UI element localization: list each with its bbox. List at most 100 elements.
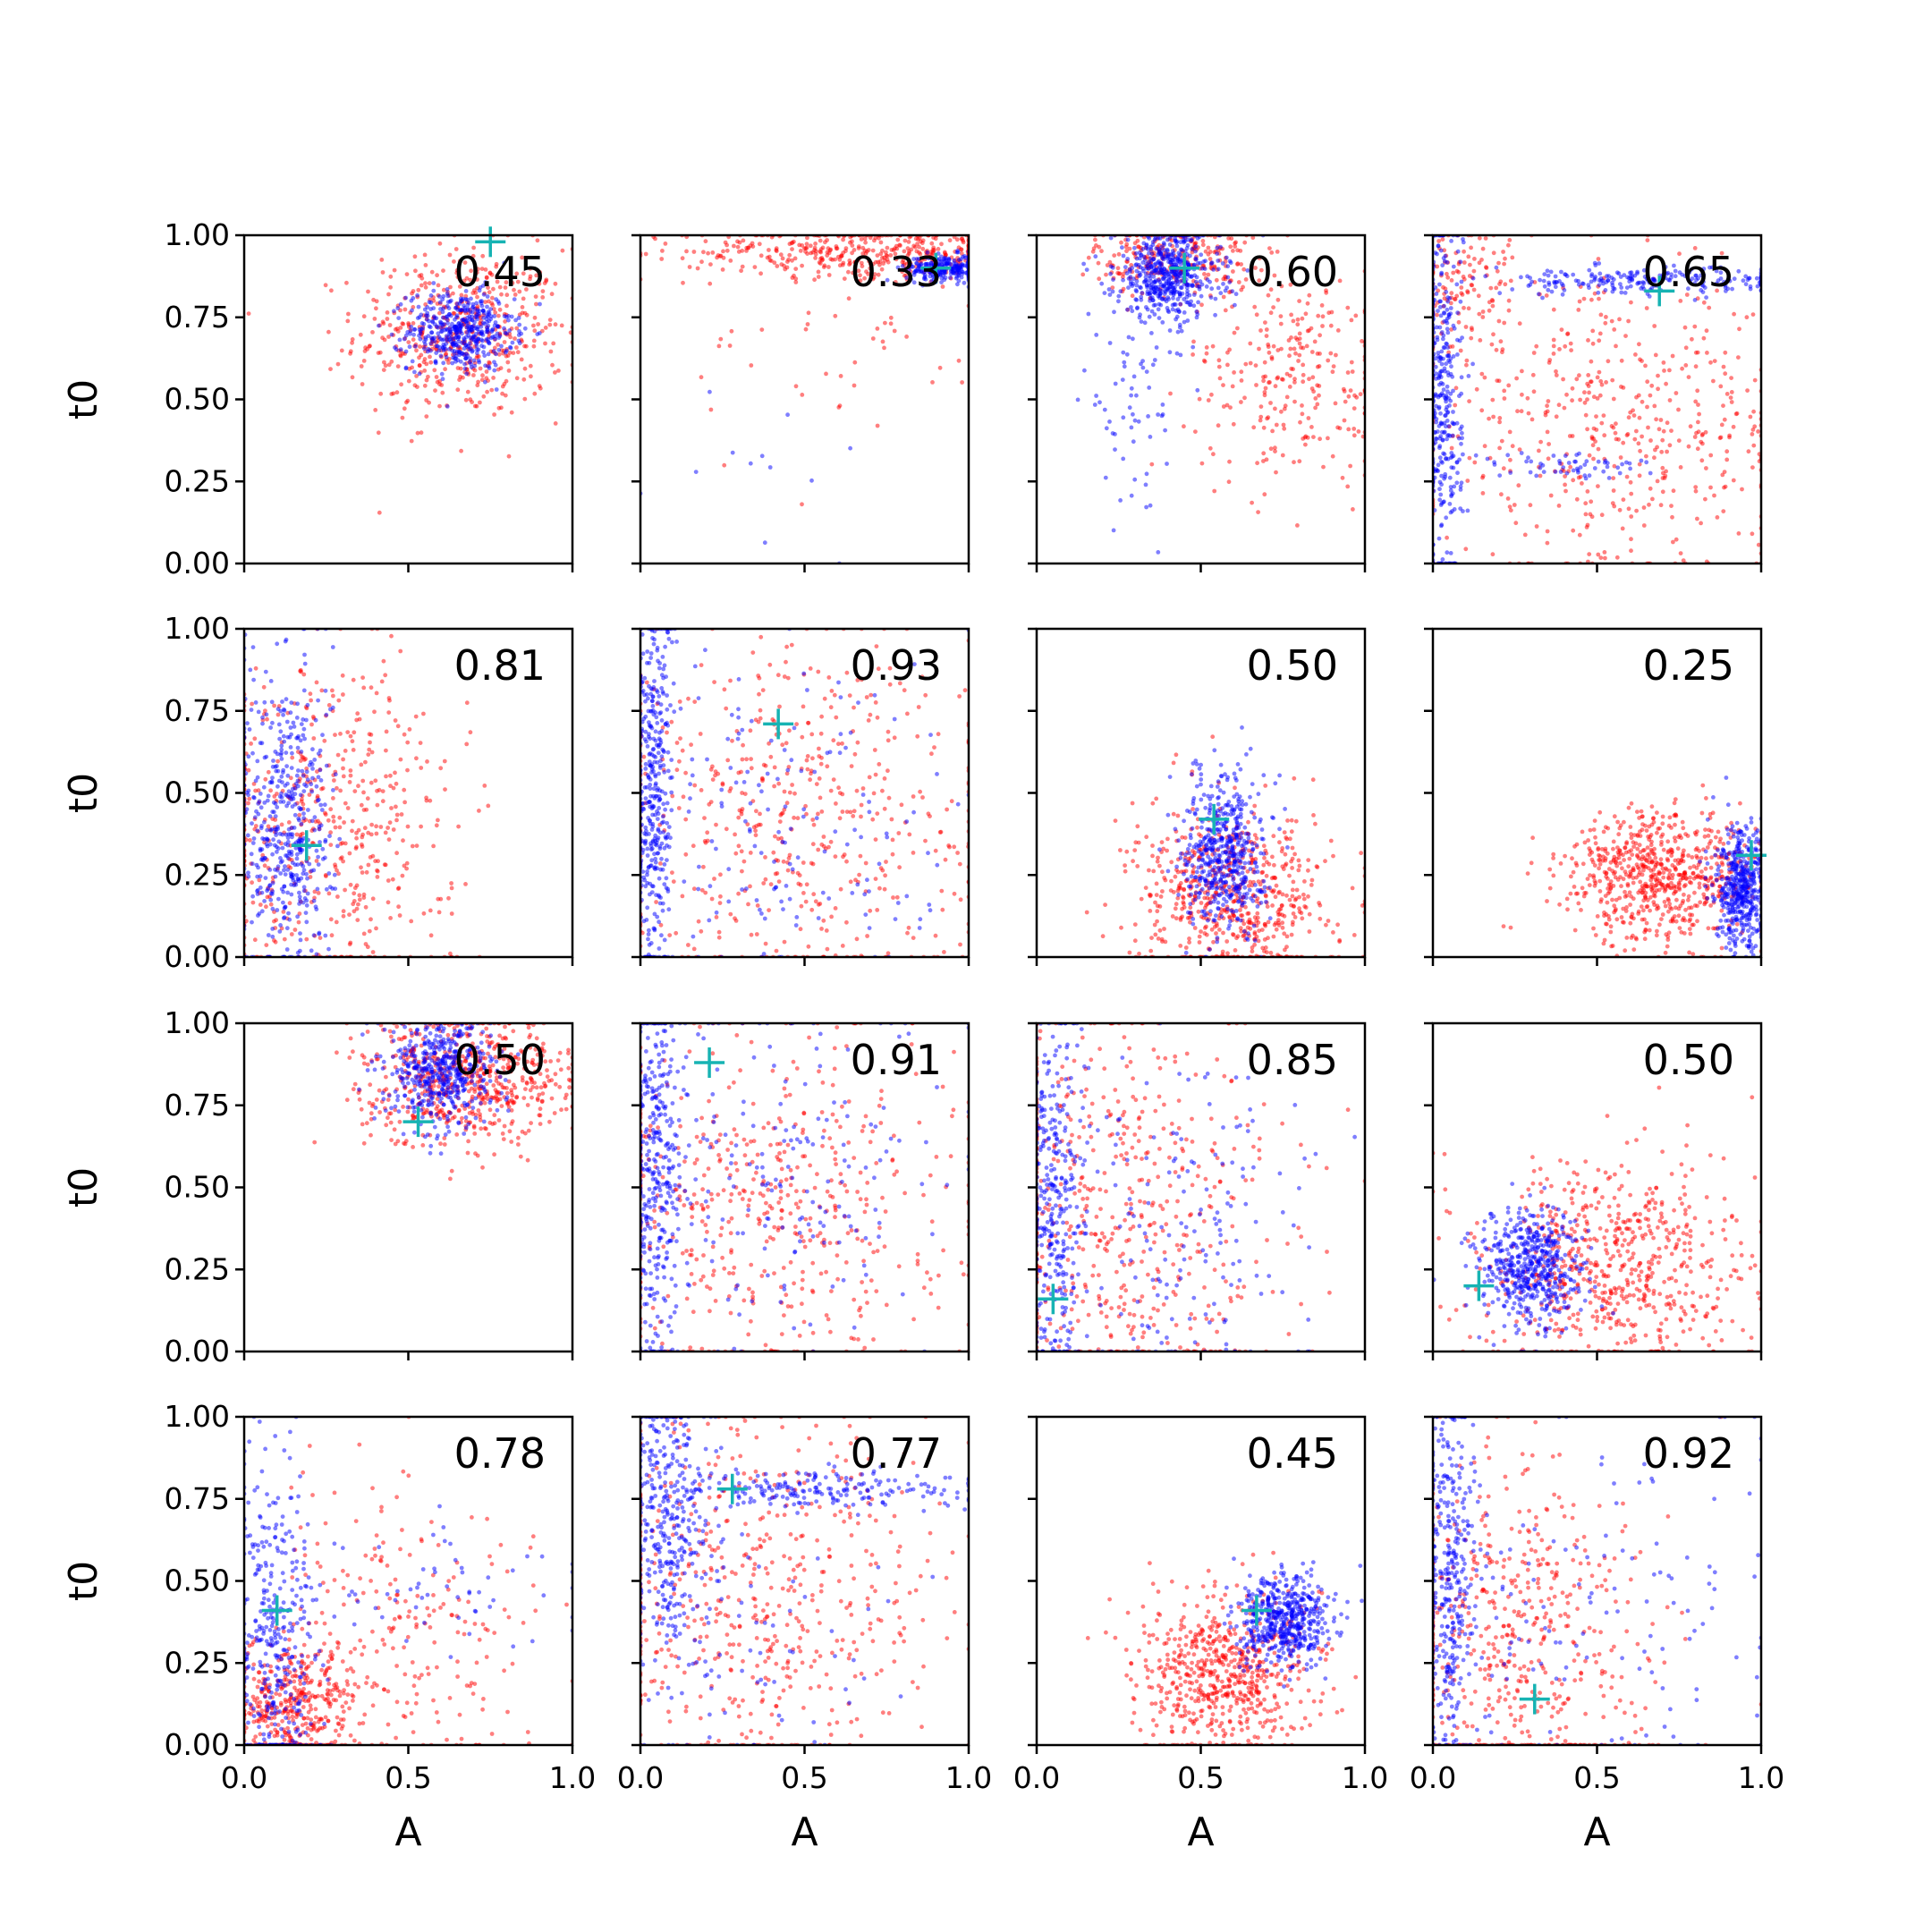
- scatter-point: [502, 260, 507, 266]
- scatter-point: [1700, 290, 1706, 294]
- scatter-point: [389, 633, 394, 639]
- scatter-point: [1148, 247, 1154, 251]
- scatter-point: [1231, 269, 1235, 274]
- scatter-point: [1477, 311, 1482, 317]
- scatter-point: [858, 273, 862, 278]
- scatter-point: [434, 351, 439, 355]
- scatter-point: [522, 326, 528, 331]
- scatter-points: [244, 629, 491, 957]
- scatter-point: [1634, 428, 1639, 434]
- scatter-point: [1596, 552, 1601, 557]
- true-value-marker: [475, 226, 506, 258]
- scatter-point: [1659, 449, 1665, 454]
- scatter-point: [1445, 384, 1450, 389]
- scatter-point: [415, 316, 420, 320]
- scatter-point: [1108, 235, 1114, 241]
- scatter-point: [319, 688, 325, 693]
- scatter-point: [491, 349, 496, 353]
- scatter-point: [476, 379, 480, 385]
- scatter-point: [1300, 403, 1304, 408]
- scatter-point: [1519, 409, 1524, 414]
- scatter-point: [1640, 399, 1645, 404]
- scatter-point: [1206, 398, 1211, 402]
- scatter-point: [381, 658, 386, 664]
- scatter-point: [1282, 426, 1287, 431]
- scatter-point: [478, 366, 483, 371]
- scatter-point: [691, 250, 697, 254]
- scatter-point: [438, 336, 443, 342]
- scatter-point: [893, 280, 898, 284]
- scatter-point: [1140, 247, 1146, 251]
- scatter-point: [415, 385, 419, 389]
- scatter-point: [282, 906, 287, 911]
- scatter-point: [1300, 411, 1305, 417]
- scatter-point: [1542, 284, 1547, 289]
- scatter-point: [387, 323, 393, 327]
- scatter-point: [862, 275, 867, 281]
- scatter-point: [250, 919, 254, 925]
- scatter-point: [414, 348, 419, 353]
- scatter-point: [1281, 377, 1285, 382]
- scatter-point: [289, 932, 294, 936]
- scatter-point: [850, 243, 855, 248]
- scatter-point: [295, 950, 301, 955]
- scatter-point: [695, 266, 700, 271]
- scatter-point: [1729, 400, 1734, 404]
- scatter-point: [323, 812, 328, 817]
- scatter-point: [275, 864, 281, 869]
- scatter-point: [1162, 283, 1167, 288]
- scatter-point: [759, 453, 765, 459]
- scatter-point: [1328, 351, 1334, 356]
- scatter-point: [1661, 428, 1666, 434]
- scatter-point: [1436, 288, 1441, 293]
- scatter-point: [1224, 402, 1230, 408]
- scatter-point: [1139, 297, 1144, 302]
- scatter-point: [1224, 285, 1229, 291]
- scatter-point: [1221, 282, 1225, 286]
- scatter-point: [361, 359, 367, 363]
- scatter-point: [1157, 301, 1162, 307]
- scatter-point: [343, 749, 348, 753]
- scatter-point: [1318, 436, 1322, 442]
- scatter-point: [329, 288, 334, 293]
- scatter-point: [354, 906, 360, 911]
- scatter-point: [841, 237, 845, 242]
- scatter-point: [1708, 453, 1714, 458]
- scatter-point: [389, 332, 394, 337]
- scatter-point: [457, 352, 462, 358]
- scatter-point: [534, 301, 538, 307]
- scatter-point: [360, 870, 365, 875]
- scatter-point: [1134, 283, 1140, 288]
- scatter-point: [1487, 308, 1492, 313]
- scatter-point: [480, 338, 485, 343]
- scatter-point: [1337, 426, 1343, 431]
- scatter-point: [265, 798, 270, 803]
- scatter-point: [496, 347, 502, 352]
- scatter-point: [258, 902, 263, 907]
- scatter-point: [1711, 378, 1716, 384]
- scatter-point: [1750, 531, 1755, 537]
- scatter-point: [256, 811, 261, 817]
- scatter-point: [1587, 267, 1592, 273]
- scatter-point: [1275, 348, 1281, 352]
- scatter-point: [1611, 488, 1616, 493]
- scatter-point: [1144, 243, 1149, 248]
- scatter-point: [1723, 283, 1728, 288]
- scatter-point: [309, 722, 314, 727]
- scatter-point: [852, 259, 858, 265]
- scatter-point: [430, 319, 436, 325]
- scatter-point: [486, 803, 491, 809]
- scatter-point: [341, 692, 345, 697]
- scatter-point: [331, 788, 335, 792]
- scatter-point: [1143, 278, 1148, 283]
- scatter-point: [1295, 523, 1300, 528]
- scatter-point: [1732, 311, 1736, 317]
- scatter-point: [487, 290, 492, 295]
- scatter-point: [485, 389, 489, 394]
- scatter-point: [1619, 285, 1624, 290]
- scatter-point: [479, 324, 484, 329]
- scatter-point: [1517, 447, 1522, 452]
- scatter-point: [1678, 299, 1683, 303]
- scatter-point: [1470, 275, 1476, 281]
- scatter-point: [441, 360, 446, 366]
